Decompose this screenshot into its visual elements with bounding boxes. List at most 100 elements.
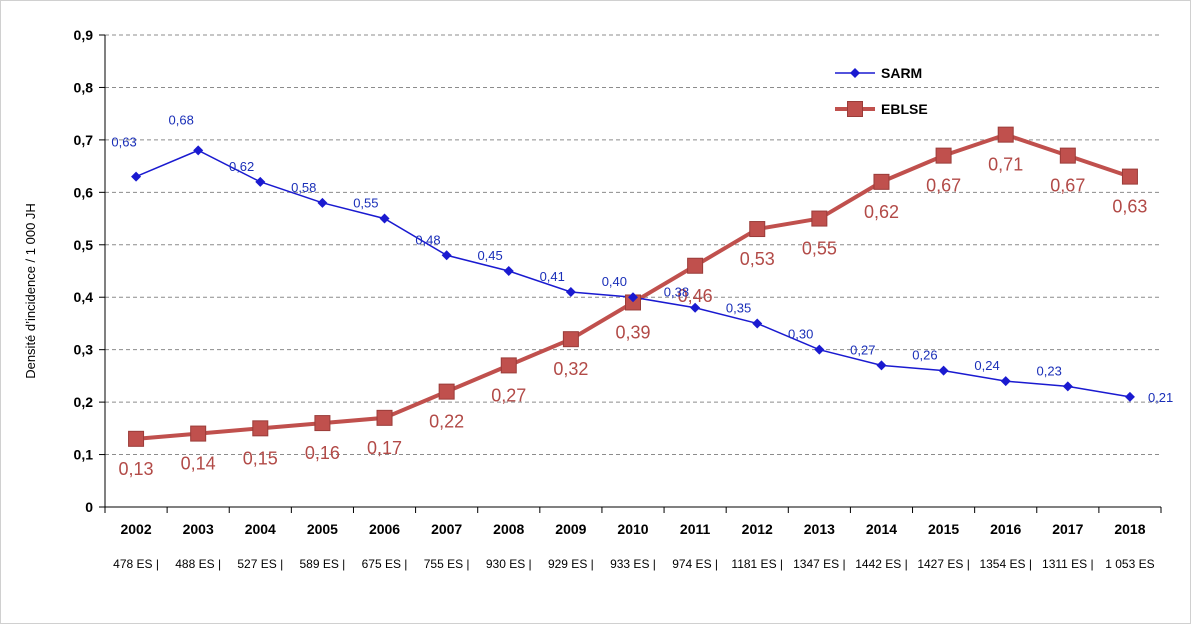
sarm-data-label: 0,21 (1148, 390, 1173, 405)
x-sublabel: 478 ES | (113, 557, 159, 571)
x-sublabel: 675 ES | (362, 557, 408, 571)
sarm-point (317, 197, 328, 208)
y-tick-label: 0,4 (74, 289, 94, 305)
legend-sarm-marker (850, 68, 860, 78)
sarm-data-label: 0,55 (353, 196, 378, 211)
eblse-point (1059, 147, 1076, 164)
sarm-point (1000, 376, 1011, 387)
sarm-data-label: 0,41 (540, 269, 565, 284)
eblse-data-label: 0,67 (926, 176, 961, 196)
x-tick-label: 2010 (617, 521, 648, 537)
x-tick-label: 2004 (245, 521, 276, 537)
x-tick-label: 2005 (307, 521, 338, 537)
sarm-point (379, 213, 390, 224)
y-tick-label: 0,5 (74, 237, 94, 253)
eblse-data-label: 0,53 (740, 249, 775, 269)
eblse-point (811, 210, 828, 227)
eblse-data-label: 0,27 (491, 385, 526, 405)
eblse-data-label: 0,14 (181, 454, 216, 474)
legend-eblse-label: EBLSE (881, 101, 928, 117)
x-sublabel: 974 ES | (672, 557, 718, 571)
x-tick-label: 2007 (431, 521, 462, 537)
x-sublabel: 1347 ES | (793, 557, 846, 571)
sarm-point (255, 176, 266, 187)
x-tick-label: 2012 (742, 521, 773, 537)
eblse-data-label: 0,71 (988, 155, 1023, 175)
eblse-point (500, 357, 517, 374)
eblse-data-label: 0,46 (678, 286, 713, 306)
sarm-point (565, 286, 576, 297)
sarm-point (131, 171, 142, 182)
sarm-data-label: 0,63 (111, 135, 136, 150)
sarm-data-label: 0,35 (726, 300, 751, 315)
y-tick-label: 0,7 (74, 132, 94, 148)
eblse-data-label: 0,32 (553, 359, 588, 379)
x-tick-label: 2008 (493, 521, 524, 537)
sarm-point (814, 344, 825, 355)
eblse-point (935, 147, 952, 164)
sarm-data-label: 0,62 (229, 159, 254, 174)
sarm-point (193, 145, 204, 156)
x-sublabel: 527 ES | (237, 557, 283, 571)
x-tick-label: 2002 (120, 521, 151, 537)
sarm-data-label: 0,68 (169, 112, 194, 127)
y-tick-label: 0,2 (74, 394, 94, 410)
sarm-data-label: 0,30 (788, 327, 813, 342)
eblse-data-label: 0,62 (864, 202, 899, 222)
sarm-data-label: 0,26 (912, 348, 937, 363)
y-axis-title: Densité d’incidence / 1 000 JH (23, 203, 38, 379)
x-sublabel: 755 ES | (424, 557, 470, 571)
eblse-point (190, 425, 207, 442)
eblse-data-label: 0,13 (119, 459, 154, 479)
sarm-data-label: 0,58 (291, 180, 316, 195)
sarm-data-label: 0,45 (477, 248, 502, 263)
eblse-line (135, 132, 1131, 441)
x-tick-label: 2009 (555, 521, 586, 537)
eblse-data-label: 0,39 (615, 322, 650, 342)
x-sublabel: 488 ES | (175, 557, 221, 571)
y-tick-label: 0,1 (74, 447, 94, 463)
x-tick-label: 2011 (680, 521, 711, 537)
eblse-point (1121, 168, 1138, 185)
x-tick-label: 2003 (183, 521, 214, 537)
x-sublabel: 1181 ES | (731, 557, 783, 571)
sarm-data-label: 0,48 (415, 232, 440, 247)
y-tick-label: 0,8 (74, 79, 94, 95)
sarm-point (876, 360, 887, 371)
x-sublabel: 929 ES | (548, 557, 594, 571)
sarm-point (938, 365, 949, 376)
x-sublabel: 930 ES | (486, 557, 532, 571)
x-tick-label: 2018 (1114, 521, 1145, 537)
sarm-point (1062, 381, 1073, 392)
x-sublabel: 1 053 ES (1105, 557, 1154, 571)
sarm-data-label: 0,38 (664, 285, 689, 300)
eblse-point (252, 420, 269, 437)
eblse-data-label: 0,55 (802, 239, 837, 259)
x-sublabel: 1442 ES | (855, 557, 908, 571)
sarm-point (503, 266, 514, 276)
eblse-data-label: 0,22 (429, 412, 464, 432)
y-tick-label: 0 (85, 499, 93, 515)
eblse-point (376, 409, 393, 426)
eblse-point (997, 126, 1014, 143)
eblse-point (562, 331, 579, 348)
eblse-data-label: 0,67 (1050, 176, 1085, 196)
eblse-data-label: 0,15 (243, 448, 278, 468)
x-tick-label: 2006 (369, 521, 400, 537)
eblse-data-label: 0,16 (305, 443, 340, 463)
sarm-data-label: 0,27 (850, 342, 875, 357)
y-tick-label: 0,3 (74, 342, 94, 358)
x-tick-label: 2017 (1052, 521, 1083, 537)
sarm-point (1124, 391, 1135, 402)
y-tick-label: 0,9 (74, 27, 94, 43)
x-tick-label: 2015 (928, 521, 959, 537)
eblse-point (438, 383, 455, 400)
x-sublabel: 1354 ES | (979, 557, 1032, 571)
eblse-point (128, 430, 145, 447)
sarm-data-label: 0,23 (1037, 363, 1062, 378)
sarm-point (628, 292, 638, 303)
eblse-data-label: 0,17 (367, 438, 402, 458)
eblse-data-label: 0,63 (1112, 197, 1147, 217)
